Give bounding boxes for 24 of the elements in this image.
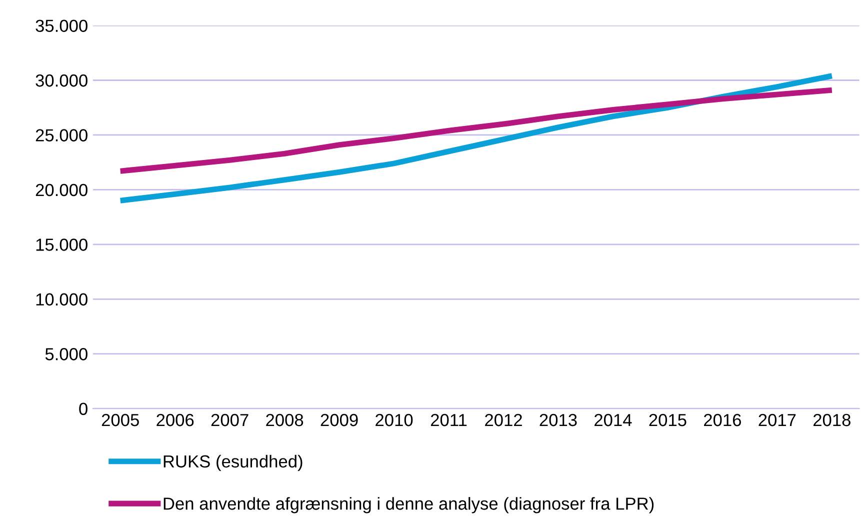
y-tick-label: 35.000 (36, 20, 88, 32)
x-tick-label: 2008 (266, 414, 304, 426)
legend-label: Den anvendte afgrænsning i denne analyse (diagnoser fra LPR) (164, 497, 654, 514)
x-tick-label: 2006 (156, 414, 194, 426)
x-tick-label: 2009 (320, 414, 358, 426)
y-tick-label: 5.000 (45, 348, 88, 360)
y-tick-label: 30.000 (36, 74, 88, 87)
x-tick-label: 2012 (485, 414, 522, 426)
x-tick-label: 2017 (758, 414, 796, 426)
y-tick-label: 20.000 (36, 184, 88, 196)
x-tick-label: 2005 (102, 414, 139, 426)
x-tick-label: 2015 (649, 414, 686, 426)
x-tick-label: 2007 (211, 414, 248, 426)
legend-label: RUKS (esundhed) (164, 454, 302, 472)
x-tick-label: 2018 (813, 414, 850, 426)
x-tick-label: 2010 (376, 414, 413, 426)
y-tick-label: 25.000 (36, 129, 88, 142)
y-tick-label: 10.000 (36, 293, 88, 306)
x-tick-label: 2016 (704, 414, 741, 426)
y-tick-label: 0 (79, 402, 88, 416)
x-tick-label: 2014 (594, 414, 632, 426)
y-tick-label: 15.000 (36, 238, 88, 251)
x-tick-label: 2013 (540, 414, 577, 426)
x-tick-label: 2011 (430, 414, 467, 426)
